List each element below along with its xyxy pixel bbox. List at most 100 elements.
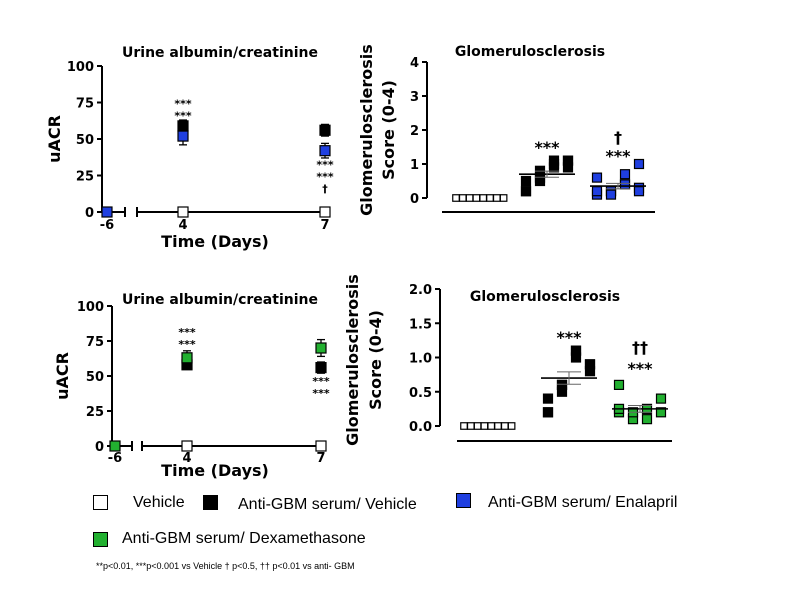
chart-title: Urine albumin/creatinine xyxy=(122,292,318,308)
data-point xyxy=(556,379,568,390)
significance-marker: *** xyxy=(534,138,560,157)
data-point xyxy=(181,440,193,452)
data-point xyxy=(472,194,481,202)
y-tick-label: 100 xyxy=(67,60,94,75)
data-point xyxy=(507,422,516,430)
data-point xyxy=(319,124,331,136)
data-point xyxy=(619,169,631,180)
y-tick-label: 0.5 xyxy=(409,386,432,401)
data-point xyxy=(480,422,489,430)
y-tick-label: 0 xyxy=(95,440,104,455)
y-tick-label: 75 xyxy=(86,335,104,350)
significance-marker: *** xyxy=(178,326,196,339)
data-point xyxy=(520,175,532,187)
data-point xyxy=(500,422,509,430)
legend-label-dexamethasone: Anti-GBM serum/ Dexamethasone xyxy=(122,530,366,547)
data-point xyxy=(548,155,560,166)
significance-marker: *** xyxy=(627,359,653,378)
chart-title: Glomerulosclerosis xyxy=(470,289,620,305)
data-point xyxy=(466,422,475,430)
legend-label-enalapril: Anti-GBM serum/ Enalapril xyxy=(488,494,678,511)
data-point xyxy=(452,194,460,202)
legend-swatch-vehicle xyxy=(93,495,108,510)
legend-swatch-enalapril xyxy=(456,493,471,508)
data-point xyxy=(473,422,482,430)
y-tick-label: 4 xyxy=(410,56,419,71)
data-point xyxy=(458,194,467,202)
data-point xyxy=(315,362,327,374)
y-tick-label: 25 xyxy=(76,170,94,185)
x-tick-label: 7 xyxy=(316,451,325,466)
data-point xyxy=(465,194,474,202)
significance-marker: *** xyxy=(178,338,196,351)
data-point xyxy=(460,422,468,430)
data-point xyxy=(486,194,494,202)
data-point xyxy=(315,342,327,354)
y-axis-label: uACR xyxy=(45,115,64,163)
significance-marker: *** xyxy=(316,159,334,172)
data-point xyxy=(520,186,532,197)
significance-marker: *** xyxy=(174,110,192,123)
legend-swatch-dexamethasone xyxy=(93,532,108,547)
data-point xyxy=(613,379,625,390)
data-point xyxy=(570,345,582,356)
y-tick-label: 0 xyxy=(85,206,94,221)
y-tick-label: 75 xyxy=(76,97,94,112)
significance-marker: *** xyxy=(174,98,192,111)
data-point xyxy=(655,393,667,404)
x-axis-label: Time (Days) xyxy=(161,232,269,251)
data-point xyxy=(633,158,645,170)
y-tick-label: 50 xyxy=(76,133,94,148)
legend-label-vehicle: Vehicle xyxy=(133,494,185,511)
y-tick-label: 0.0 xyxy=(409,420,432,435)
data-point xyxy=(177,206,189,218)
y-tick-label: 25 xyxy=(86,405,104,420)
significance-marker: *** xyxy=(556,328,582,347)
footnote: **p<0.01, ***p<0.001 vs Vehicle † p<0.5,… xyxy=(96,561,355,571)
data-point xyxy=(542,393,554,404)
y-axis-label: uACR xyxy=(53,352,72,400)
y-tick-label: 0 xyxy=(410,192,419,207)
data-point xyxy=(641,414,653,425)
x-tick-label: 4 xyxy=(178,218,187,233)
data-point xyxy=(591,186,603,197)
data-point xyxy=(101,206,113,218)
data-point xyxy=(479,194,488,202)
data-point xyxy=(562,162,574,173)
significance-marker: † xyxy=(322,183,328,196)
data-point xyxy=(633,186,645,197)
significance-marker: † xyxy=(614,128,622,147)
y-tick-label: 50 xyxy=(86,370,104,385)
significance-marker: *** xyxy=(605,147,631,166)
chart-title: Glomerulosclerosis xyxy=(455,44,605,60)
y-tick-label: 1 xyxy=(410,158,419,173)
y-tick-label: 2.0 xyxy=(409,283,432,298)
y-tick-label: 100 xyxy=(77,300,104,315)
y-axis-label: Score (0-4) xyxy=(379,80,398,180)
chart-title: Urine albumin/creatinine xyxy=(122,45,318,61)
y-tick-label: 3 xyxy=(410,90,419,105)
y-axis-label: Glomerulosclerosis xyxy=(357,44,376,216)
data-point xyxy=(605,189,617,200)
data-point xyxy=(492,194,501,202)
y-tick-label: 1.0 xyxy=(409,352,432,367)
data-point xyxy=(487,422,496,430)
x-axis-label: Time (Days) xyxy=(161,461,269,480)
data-point xyxy=(319,145,331,157)
data-point xyxy=(619,179,631,190)
data-point xyxy=(315,440,327,452)
data-point xyxy=(177,130,189,142)
y-tick-label: 2 xyxy=(410,124,419,139)
significance-marker: *** xyxy=(312,387,330,400)
x-tick-label: -6 xyxy=(100,218,114,233)
significance-marker: *** xyxy=(316,171,334,184)
legend-label-anti-gbm: Anti-GBM serum/ Vehicle xyxy=(238,496,417,513)
legend-swatch-anti-gbm xyxy=(203,495,218,510)
data-point xyxy=(591,172,603,183)
x-tick-label: -6 xyxy=(108,451,122,466)
data-point xyxy=(494,422,502,430)
y-axis-label: Glomerulosclerosis xyxy=(343,274,362,446)
x-tick-label: 7 xyxy=(320,218,329,233)
